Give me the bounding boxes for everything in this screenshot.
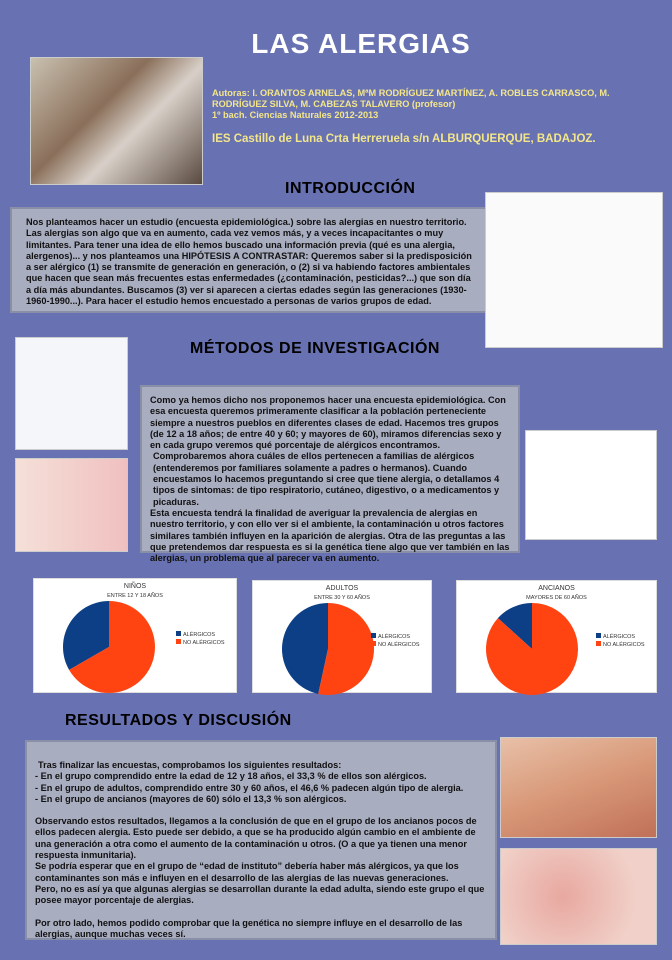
pie-chart-ninos: NIÑOS ENTRE 12 Y 18 AÑOS ALÉRGICOS NO ALÉRG…	[33, 578, 237, 693]
results-p3: Pero, no es así ya que algunas alergias …	[35, 883, 485, 906]
chart-subtitle: ENTRE 30 Y 60 AÑOS	[314, 595, 370, 601]
chart-legend: ALÉRGICOS NO ALÉRGICOS	[176, 631, 225, 647]
methods-box: Como ya hemos dicho nos proponemos hacer…	[140, 385, 520, 563]
chart-title: NIÑOS	[123, 583, 147, 590]
legend-item: NO ALÉRGICOS	[596, 641, 645, 649]
result-bullet: - En el grupo comprendido entre la edad …	[35, 771, 427, 782]
result-bullet: - En el grupo de adultos, comprendido en…	[35, 782, 464, 793]
chart-title: ANCIANOS	[538, 585, 575, 592]
results-p1: Observando estos resultados, llegamos a …	[35, 816, 477, 861]
pie-svg	[282, 603, 374, 695]
methods-p2: Comprobaremos ahora cuáles de ellos pert…	[153, 451, 500, 507]
allergy-process-diagram	[485, 192, 663, 348]
pie-svg	[62, 601, 155, 693]
pie-slice-no-alergicos	[69, 601, 155, 693]
pie-chart-ancianos: ANCIANOS MAYORES DE 60 AÑOS ALÉRGICOS NO AL…	[456, 580, 657, 695]
chart-subtitle: MAYORES DE 60 AÑOS	[526, 595, 587, 601]
chart-legend: ALÉRGICOS NO ALÉRGICOS	[371, 633, 420, 649]
authors: Autoras: I. ORANTOS ARNELAS, MªM RODRÍGU…	[212, 88, 610, 120]
poster-title: LAS ALERGIAS	[251, 28, 471, 59]
results-box: Tras finalizar las encuestas, comprobamo…	[25, 740, 497, 940]
legend-item: NO ALÉRGICOS	[176, 639, 225, 647]
legend-item: NO ALÉRGICOS	[371, 641, 420, 649]
methods-heading: MÉTODOS DE INVESTIGACIÓN	[190, 340, 440, 357]
pie-slice-alergicos	[282, 603, 328, 694]
allergenic-foods-chart-image	[525, 430, 657, 540]
school: IES Castillo de Luna Crta Herreruela s/n…	[212, 133, 596, 145]
pie-slice-alergicos	[62, 601, 109, 670]
intro-text: Nos planteamos hacer un estudio (encuest…	[26, 217, 472, 307]
chart-legend: ALÉRGICOS NO ALÉRGICOS	[596, 633, 645, 649]
results-intro: Tras finalizar las encuestas, comprobamo…	[38, 760, 342, 770]
results-p2: Se podría esperar que en el grupo de “ed…	[35, 861, 459, 883]
results-p4: Por otro lado, hemos podido comprobar qu…	[35, 917, 463, 939]
pie-slice-no-alergicos	[486, 603, 578, 695]
students-photo	[30, 57, 203, 185]
methods-p3: Esta encuesta tendrá la finalidad de ave…	[150, 507, 510, 564]
skin-prick-test-photo	[500, 737, 657, 838]
pie-svg	[486, 603, 578, 695]
skin-rash-photo	[500, 848, 657, 945]
legend-item: ALÉRGICOS	[371, 633, 420, 641]
mast-cell-illustration	[15, 458, 128, 552]
methods-p1: Como ya hemos dicho nos proponemos hacer…	[150, 395, 506, 451]
results-heading: RESULTADOS Y DISCUSIÓN	[65, 712, 292, 729]
pie-chart-adultos: ADULTOS ENTRE 30 Y 60 AÑOS ALÉRGICOS NO ALÉ…	[252, 580, 432, 695]
pie-slice-alergicos	[497, 603, 532, 649]
legend-item: ALÉRGICOS	[596, 633, 645, 641]
legend-item: ALÉRGICOS	[176, 631, 225, 639]
result-bullet: - En el grupo de ancianos (mayores de 60…	[35, 793, 347, 804]
chart-title: ADULTOS	[325, 585, 359, 592]
immune-response-diagram	[15, 337, 128, 450]
chart-subtitle: ENTRE 12 Y 18 AÑOS	[107, 593, 163, 599]
pie-slice-no-alergicos	[318, 603, 374, 695]
intro-box: Nos planteamos hacer un estudio (encuest…	[10, 207, 488, 313]
intro-heading: INTRODUCCIÓN	[285, 180, 416, 197]
